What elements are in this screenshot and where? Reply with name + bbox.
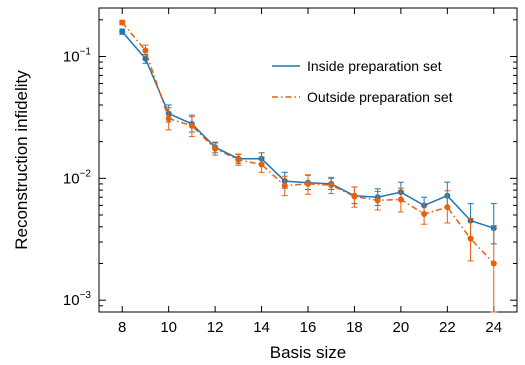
series-line: [121, 22, 495, 265]
x-tick-label: 22: [439, 319, 456, 336]
y-tick-base: 10: [63, 292, 80, 309]
data-point: [351, 193, 358, 200]
data-point: [421, 210, 428, 217]
data-point: [119, 19, 126, 26]
x-tick-label: 12: [207, 319, 224, 336]
data-point: [328, 182, 335, 189]
x-tick-label: 24: [485, 319, 502, 336]
x-tick-label: 16: [300, 319, 317, 336]
x-tick-label: 14: [253, 319, 270, 336]
data-point: [119, 28, 126, 35]
data-point: [374, 197, 381, 204]
data-point: [142, 47, 149, 54]
data-point: [212, 145, 219, 152]
x-tick-label: 8: [118, 319, 126, 336]
y-axis-label: Reconstruction infidelity: [12, 70, 31, 250]
x-axis-label: Basis size: [270, 343, 347, 362]
y-tick-base: 10: [63, 48, 80, 65]
plot-frame: [98, 7, 518, 313]
legend: Inside preparation set Outside preparatio…: [272, 58, 453, 105]
data-point: [467, 235, 474, 242]
data-point: [235, 156, 242, 163]
legend-label-1: Inside preparation set: [307, 58, 442, 74]
y-tick-exponent: −3: [80, 290, 92, 301]
y-tick-base: 10: [63, 170, 80, 187]
y-tick-exponent: −1: [80, 46, 92, 57]
x-tick-label: 10: [160, 319, 177, 336]
legend-label-2: Outside preparation set: [307, 89, 453, 105]
data-point: [258, 161, 265, 168]
data-point: [305, 180, 311, 187]
y-tick-exponent: −2: [80, 168, 92, 179]
data-point: [281, 182, 288, 189]
x-tick-label: 18: [346, 319, 363, 336]
x-tick-label: 20: [393, 319, 410, 336]
data-point: [188, 122, 195, 129]
data-point: [397, 196, 404, 203]
series-2: [119, 19, 497, 313]
data-point: [444, 204, 451, 211]
y-tick-label: 10−1: [63, 46, 92, 65]
series-layer: [119, 19, 497, 313]
data-point: [490, 260, 497, 267]
data-point: [165, 115, 172, 122]
y-tick-label: 10−3: [63, 290, 92, 309]
y-tick-label: 10−2: [63, 168, 92, 187]
